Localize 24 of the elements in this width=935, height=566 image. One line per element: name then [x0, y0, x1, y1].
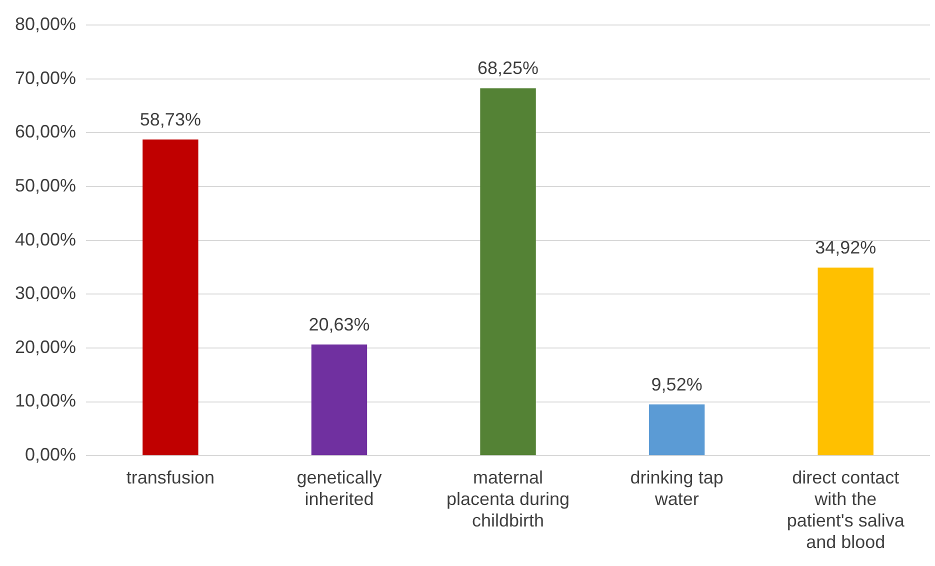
y-tick-label: 30,00% [14, 283, 76, 304]
y-tick-label: 0,00% [25, 444, 76, 465]
y-tick-label: 20,00% [14, 336, 76, 357]
data-label: 9,52% [651, 374, 702, 394]
x-tick-label: genetically inherited [296, 467, 382, 509]
y-tick-label: 70,00% [14, 68, 76, 88]
data-label: 58,73% [140, 109, 201, 130]
x-tick-label: direct contact with the patient's saliva and blood [786, 467, 906, 552]
x-tick-label: maternal placenta during childbirth [446, 467, 570, 531]
y-tick-label: 80,00% [14, 14, 76, 34]
data-label: 20,63% [308, 314, 370, 335]
y-tick-label: 10,00% [14, 390, 76, 411]
bar [648, 404, 705, 456]
bar [142, 139, 198, 456]
x-tick-label: transfusion [126, 467, 214, 488]
bar [311, 344, 368, 456]
y-tick-label: 60,00% [14, 122, 76, 142]
bar [818, 268, 874, 456]
data-label: 34,92% [815, 238, 876, 258]
data-label: 68,25% [477, 58, 539, 78]
y-tick-label: 40,00% [14, 229, 76, 250]
bar [480, 88, 536, 456]
x-tick-label: drinking tap water [630, 467, 724, 509]
y-tick-label: 50,00% [14, 175, 76, 196]
